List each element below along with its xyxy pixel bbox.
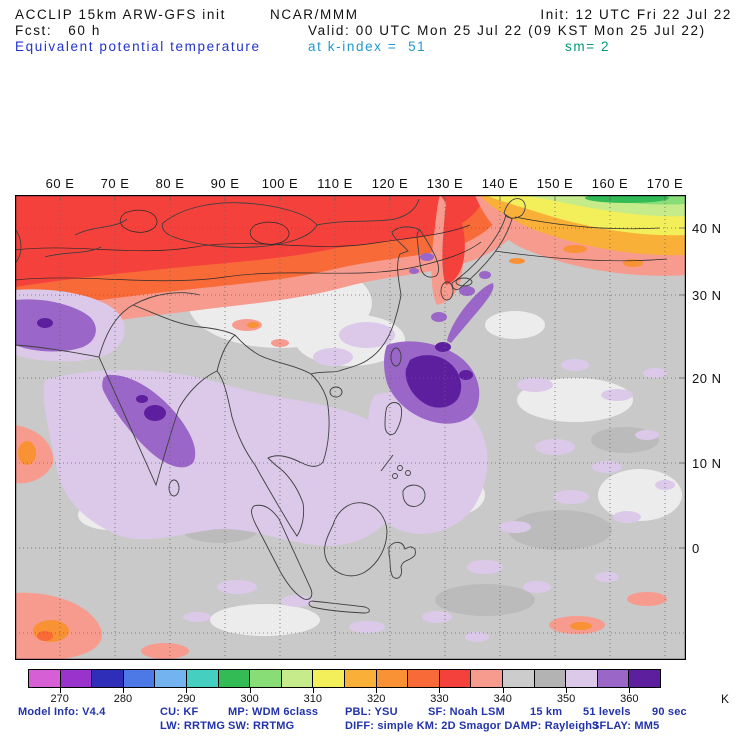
- colorbar-tick: [312, 688, 314, 693]
- level-info: at k-index = 51: [308, 39, 427, 54]
- smoothing-info: sm= 2: [565, 39, 611, 54]
- colorbar-tick: [249, 688, 251, 693]
- warm-band-north: [15, 195, 535, 337]
- lat-label: 0: [692, 541, 700, 556]
- colorbar-tick-label: 330: [430, 693, 449, 705]
- model-info-item: DIFF: simple KM: 2D Smagor DAMP: Rayleig…: [345, 720, 599, 732]
- colorbar-cell: [185, 669, 219, 688]
- lon-label: 120 E: [371, 176, 409, 191]
- colorbar-cell: [91, 669, 124, 688]
- colorbar-cell: [312, 669, 345, 688]
- colorbar-tick-label: 280: [113, 693, 133, 705]
- colorbar-cell: [596, 669, 630, 688]
- colorbar-cell: [122, 669, 156, 688]
- model-info-item: SF: Noah LSM: [428, 706, 505, 718]
- colorbar-tick: [376, 688, 378, 693]
- map-panel: [15, 195, 686, 660]
- model-info-item: LW: RRTMG: [160, 720, 226, 732]
- colorbar-tick-label: 300: [240, 693, 259, 705]
- org-label: NCAR/MMM: [270, 7, 359, 22]
- warm-spots: [15, 319, 667, 660]
- model-info-item: 90 sec: [652, 706, 687, 718]
- purple-maxima: [15, 253, 494, 468]
- colorbar-cell: [154, 669, 187, 688]
- model-info-item: 15 km: [530, 706, 563, 718]
- colorbar-tick: [186, 688, 188, 693]
- colorbar-tick-label: 310: [303, 693, 323, 705]
- lon-label: 150 E: [536, 176, 574, 191]
- lon-label: 90 E: [210, 176, 240, 191]
- colorbar: [28, 669, 661, 688]
- graticule: [15, 195, 686, 660]
- lat-label: 40 N: [692, 221, 722, 236]
- lon-label: 140 E: [481, 176, 519, 191]
- model-info-item: CU: KF: [160, 706, 199, 718]
- colorbar-cell: [375, 669, 409, 688]
- colorbar-tick: [122, 688, 124, 693]
- colorbar-tick-label: 270: [50, 693, 69, 705]
- colorbar-cell: [249, 669, 282, 688]
- lat-label: 10 N: [692, 456, 722, 471]
- lon-label: 70 E: [100, 176, 130, 191]
- colorbar-cell: [470, 669, 503, 688]
- colorbar-tick: [502, 688, 504, 693]
- lon-label: 110 E: [317, 176, 353, 191]
- colorbar-tick-label: 320: [366, 693, 386, 705]
- lat-label: 20 N: [692, 371, 722, 386]
- colorbar-tick-label: 350: [556, 693, 576, 705]
- model-info-item: 51 levels: [583, 706, 631, 718]
- colorbar-cell: [501, 669, 535, 688]
- fcst-hour: Fcst: 60 h: [15, 23, 101, 38]
- colorbar-tick: [566, 688, 568, 693]
- model-info-item: PBL: YSU: [345, 706, 398, 718]
- colorbar-tick-label: 360: [620, 693, 639, 705]
- colorbar-cell: [217, 669, 251, 688]
- model-info-item: Model Info: V4.4: [18, 706, 106, 718]
- colorbar-cell: [533, 669, 567, 688]
- model-info-item: SFLAY: MM5: [592, 720, 660, 732]
- field-name: Equivalent potential temperature: [15, 39, 261, 54]
- lon-label: 100 E: [261, 176, 299, 191]
- colorbar-tick: [629, 688, 631, 693]
- colorbar-tick: [59, 688, 61, 693]
- lon-label: 80 E: [155, 176, 185, 191]
- model-info-item: SW: RRTMG: [228, 720, 295, 732]
- colorbar-tick-label: 340: [493, 693, 512, 705]
- lon-label: 60 E: [45, 176, 75, 191]
- colorbar-tick: [439, 688, 441, 693]
- colorbar-unit: K: [721, 692, 730, 706]
- lon-label: 160 E: [591, 176, 629, 191]
- colorbar-cell: [59, 669, 93, 688]
- colorbar-cell: [28, 669, 61, 688]
- colorbar-cell: [280, 669, 314, 688]
- green-band-northeast: [475, 195, 686, 276]
- map-frame: [15, 195, 686, 660]
- model-info-item: MP: WDM 6class: [228, 706, 319, 718]
- colorbar-cell: [407, 669, 440, 688]
- colorbar-cell: [628, 669, 661, 688]
- valid-time: Valid: 00 UTC Mon 25 Jul 22 (09 KST Mon …: [308, 23, 706, 38]
- colorbar-cell: [565, 669, 598, 688]
- coastlines: [15, 198, 526, 614]
- lat-label: 30 N: [692, 288, 722, 303]
- lon-label: 130 E: [426, 176, 464, 191]
- lon-label: 170 E: [646, 176, 684, 191]
- colorbar-cell: [438, 669, 472, 688]
- colorbar-cell: [343, 669, 377, 688]
- init-time: Init: 12 UTC Fri 22 Jul 22: [540, 7, 732, 22]
- plot-title: ACCLIP 15km ARW-GFS init: [15, 7, 226, 22]
- colorbar-tick-label: 290: [177, 693, 196, 705]
- theta-e-map: [15, 195, 686, 660]
